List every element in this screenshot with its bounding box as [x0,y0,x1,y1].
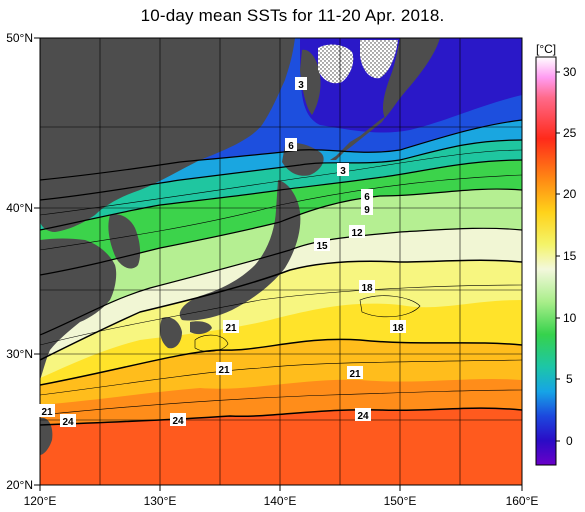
colorbar-unit: [°C] [536,42,556,56]
contour-label: 21 [347,366,363,380]
lat-label-50n: 50°N [6,31,33,45]
svg-text:24: 24 [62,417,74,428]
map-title: 10-day mean SSTs for 11-20 Apr. 2018. [140,6,445,25]
contour-label: 12 [349,225,365,239]
svg-text:24: 24 [357,411,369,422]
lon-label-150e: 150°E [384,494,417,508]
contour-label: 21 [216,362,232,376]
contour-label: 18 [390,320,406,334]
contour-6 [40,139,522,201]
svg-text:24: 24 [172,416,184,427]
graticule [40,38,522,485]
svg-text:6: 6 [364,192,370,203]
svg-text:15: 15 [316,241,328,252]
svg-text:6: 6 [288,141,294,152]
frame-ticks [34,37,523,491]
lon-label-140e: 140°E [264,494,297,508]
contour-label: 18 [359,280,375,294]
contour-21 [40,338,522,386]
lon-label-130e: 130°E [144,494,177,508]
contour-label: 9 [361,202,373,216]
contour-24 [40,407,522,426]
svg-text:18: 18 [361,283,373,294]
contour-label: 3 [337,163,349,177]
colorbar-ticks [556,71,560,442]
colorbar-tick-10: 10 [563,311,577,325]
colorbar-tick-20: 20 [563,187,577,201]
contour-label: 24 [355,408,371,422]
lat-label-30n: 30°N [6,347,33,361]
land [40,38,440,455]
contour-label: 24 [170,413,186,427]
svg-text:3: 3 [340,166,346,177]
lat-label-20n: 20°N [6,478,33,492]
colorbar-tick-15: 15 [563,249,577,263]
svg-text:21: 21 [349,369,361,380]
contour-15 [40,227,522,336]
kyushu [160,317,182,349]
contour-label: 21 [39,404,55,418]
sea-ice [318,40,398,84]
svg-text:9: 9 [364,205,370,216]
colorbar-tick-0: 0 [566,434,573,448]
shikoku [190,321,212,335]
sst-band-0 [300,38,522,133]
svg-text:21: 21 [225,323,237,334]
colorbar: [°C] 30 25 20 15 10 5 0 [535,42,577,466]
lon-label-160e: 160°E [506,494,539,508]
contour-labels: 3 6 3 6 9 12 15 18 18 21 21 21 21 24 24 … [39,77,406,428]
svg-text:21: 21 [41,407,53,418]
colorbar-scale [535,56,557,466]
contour-lines [40,119,522,426]
sakhalin [300,49,321,116]
taiwan [40,417,53,455]
lon-label-120e: 120°E [24,494,57,508]
colorbar-tick-5: 5 [566,372,573,386]
contour-label: 24 [60,414,76,428]
colorbar-tick-25: 25 [563,126,577,140]
contour-label: 3 [295,77,307,91]
contour-3 [40,119,522,181]
contour-label: 21 [223,320,239,334]
svg-text:3: 3 [298,80,304,91]
map-frame [39,37,523,486]
honshu [179,180,301,321]
svg-text:18: 18 [392,323,404,334]
svg-text:21: 21 [218,365,230,376]
contour-label: 15 [314,238,330,252]
contour-label: 6 [285,138,297,152]
kamchatka [382,38,440,118]
lat-label-40n: 40°N [6,201,33,215]
contour-18 [40,259,522,361]
colorbar-tick-30: 30 [563,65,577,79]
asian-continent [40,38,295,380]
contour-label: 6 [361,189,373,203]
svg-text:12: 12 [351,228,363,239]
